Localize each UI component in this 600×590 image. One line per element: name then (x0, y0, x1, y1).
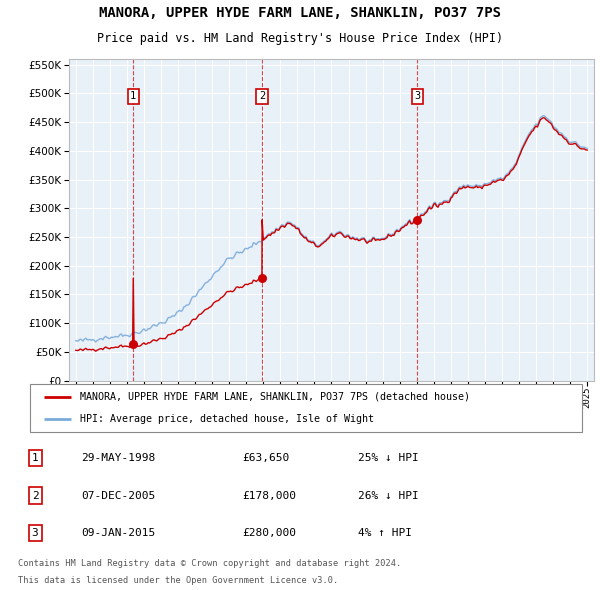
Text: 2: 2 (32, 491, 38, 500)
Text: £178,000: £178,000 (242, 491, 296, 500)
Text: 1: 1 (32, 453, 38, 463)
Text: 26% ↓ HPI: 26% ↓ HPI (358, 491, 418, 500)
Text: Price paid vs. HM Land Registry's House Price Index (HPI): Price paid vs. HM Land Registry's House … (97, 32, 503, 45)
Text: 09-JAN-2015: 09-JAN-2015 (81, 529, 155, 538)
Text: 3: 3 (414, 91, 421, 101)
Point (257, 274, 267, 283)
Text: 25% ↓ HPI: 25% ↓ HPI (358, 453, 418, 463)
Point (412, 215, 422, 224)
FancyBboxPatch shape (30, 384, 582, 432)
Text: MANORA, UPPER HYDE FARM LANE, SHANKLIN, PO37 7PS: MANORA, UPPER HYDE FARM LANE, SHANKLIN, … (99, 6, 501, 19)
Text: 1: 1 (130, 91, 136, 101)
Text: 07-DEC-2005: 07-DEC-2005 (81, 491, 155, 500)
Text: 3: 3 (32, 529, 38, 538)
Text: HPI: Average price, detached house, Isle of Wight: HPI: Average price, detached house, Isle… (80, 414, 374, 424)
Text: £63,650: £63,650 (242, 453, 290, 463)
Text: 4% ↑ HPI: 4% ↑ HPI (358, 529, 412, 538)
Point (128, 339, 138, 349)
Text: 29-MAY-1998: 29-MAY-1998 (81, 453, 155, 463)
Text: This data is licensed under the Open Government Licence v3.0.: This data is licensed under the Open Gov… (18, 576, 338, 585)
Text: MANORA, UPPER HYDE FARM LANE, SHANKLIN, PO37 7PS (detached house): MANORA, UPPER HYDE FARM LANE, SHANKLIN, … (80, 392, 470, 402)
Text: 2: 2 (259, 91, 265, 101)
Text: Contains HM Land Registry data © Crown copyright and database right 2024.: Contains HM Land Registry data © Crown c… (18, 559, 401, 569)
Text: £280,000: £280,000 (242, 529, 296, 538)
